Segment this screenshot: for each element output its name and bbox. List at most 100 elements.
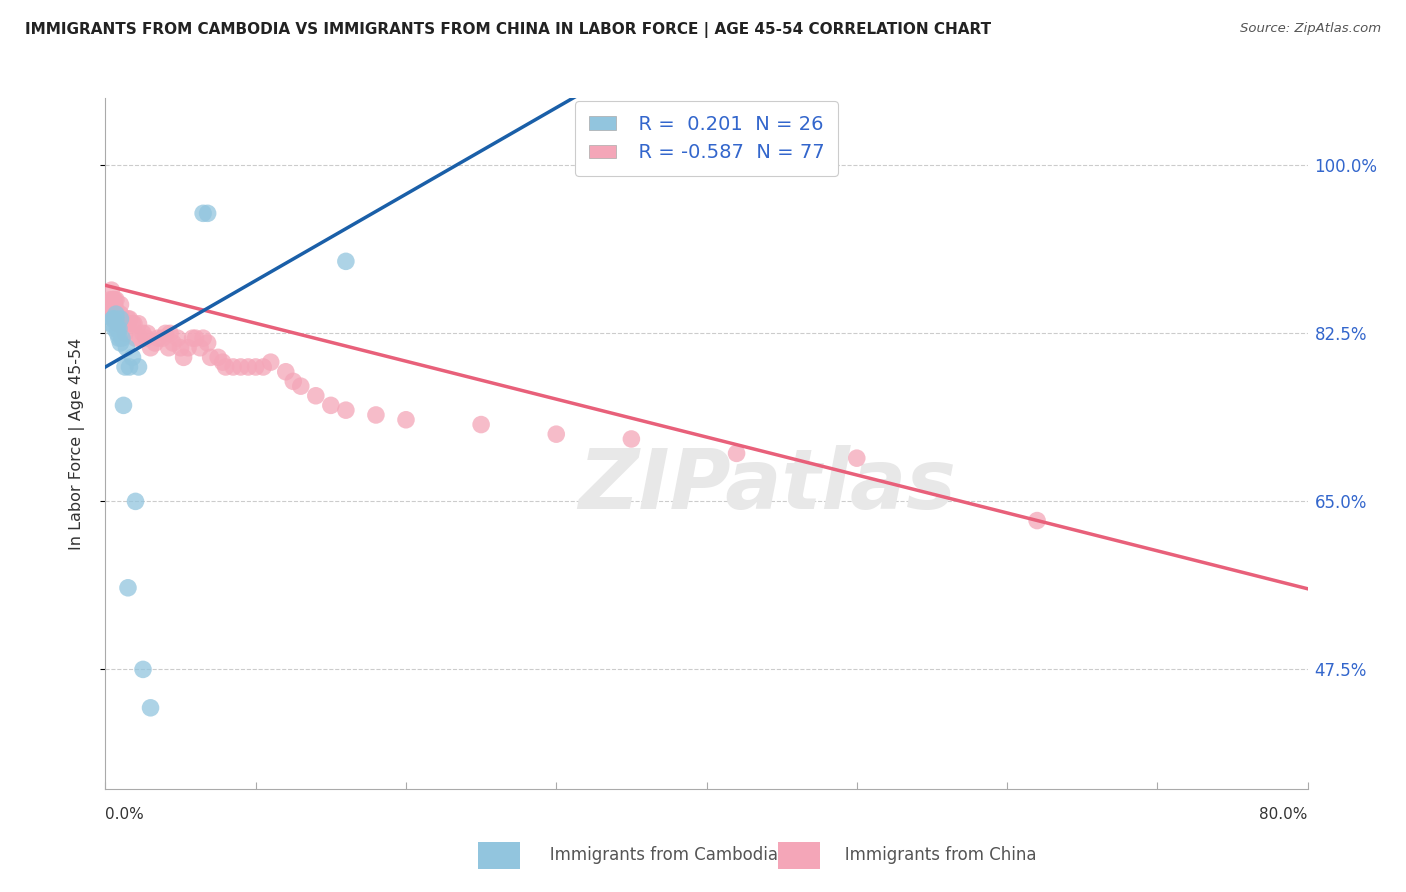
Point	[101, 293, 124, 307]
Point	[169, 341, 191, 355]
Point	[108, 312, 131, 326]
Point	[166, 331, 188, 345]
Point	[104, 307, 127, 321]
Point	[104, 293, 127, 307]
Point	[101, 293, 124, 307]
Point	[107, 312, 129, 326]
Point	[117, 317, 139, 331]
Point	[132, 326, 155, 341]
Point	[200, 351, 222, 365]
Point	[245, 359, 267, 374]
Point	[103, 312, 125, 326]
Point	[260, 355, 283, 369]
Point	[101, 307, 124, 321]
Point	[188, 341, 211, 355]
Point	[143, 335, 166, 350]
Point	[305, 389, 328, 403]
Point	[191, 331, 214, 345]
Point	[117, 312, 139, 326]
Point	[197, 206, 219, 220]
Point	[162, 335, 184, 350]
Point	[103, 297, 125, 311]
Point	[470, 417, 492, 432]
Point	[395, 413, 418, 427]
Point	[184, 331, 207, 345]
Point	[546, 427, 568, 442]
Point	[103, 321, 125, 335]
Point	[108, 321, 131, 335]
Point	[252, 359, 274, 374]
Point	[1026, 514, 1049, 528]
Point	[132, 662, 155, 676]
Point	[101, 302, 124, 317]
Point	[121, 317, 143, 331]
Point	[100, 297, 122, 311]
Text: ZIPatlas: ZIPatlas	[578, 445, 956, 525]
Point	[110, 307, 132, 321]
Point	[100, 317, 122, 331]
Text: Immigrants from Cambodia: Immigrants from Cambodia	[513, 846, 778, 863]
Point	[107, 317, 129, 331]
Y-axis label: In Labor Force | Age 45-54: In Labor Force | Age 45-54	[69, 338, 84, 549]
Text: IMMIGRANTS FROM CAMBODIA VS IMMIGRANTS FROM CHINA IN LABOR FORCE | AGE 45-54 COR: IMMIGRANTS FROM CAMBODIA VS IMMIGRANTS F…	[25, 22, 991, 38]
Point	[124, 494, 146, 508]
Point	[117, 581, 139, 595]
Point	[108, 312, 131, 326]
Point	[124, 331, 146, 345]
Point	[104, 312, 127, 326]
Point	[115, 341, 138, 355]
Text: Immigrants from China: Immigrants from China	[808, 846, 1038, 863]
Point	[114, 317, 136, 331]
Point	[110, 312, 132, 326]
Point	[121, 351, 143, 365]
Point	[110, 312, 132, 326]
Point	[112, 317, 135, 331]
Point	[229, 359, 252, 374]
Point	[335, 403, 357, 417]
Point	[159, 326, 181, 341]
Point	[104, 312, 127, 326]
Point	[101, 312, 124, 326]
Point	[112, 398, 135, 412]
Point	[335, 254, 357, 268]
Point	[364, 408, 387, 422]
Point	[118, 359, 141, 374]
Text: Source: ZipAtlas.com: Source: ZipAtlas.com	[1240, 22, 1381, 36]
Point	[274, 365, 297, 379]
Point	[146, 331, 169, 345]
Point	[139, 701, 162, 715]
Point	[118, 312, 141, 326]
Point	[191, 206, 214, 220]
Point	[104, 302, 127, 317]
Point	[620, 432, 643, 446]
Point	[111, 331, 134, 345]
Point	[214, 359, 236, 374]
Point	[139, 341, 162, 355]
Point	[110, 335, 132, 350]
Point	[129, 331, 152, 345]
Point	[128, 359, 150, 374]
Point	[207, 351, 229, 365]
Point	[103, 307, 125, 321]
Point	[283, 375, 305, 389]
Legend:   R =  0.201  N = 26,   R = -0.587  N = 77: R = 0.201 N = 26, R = -0.587 N = 77	[575, 101, 838, 176]
Point	[319, 398, 342, 412]
Point	[100, 283, 122, 297]
Point	[107, 321, 129, 335]
Point	[725, 446, 748, 460]
Point	[238, 359, 260, 374]
Point	[104, 312, 127, 326]
Point	[177, 341, 200, 355]
Point	[136, 326, 159, 341]
Point	[157, 341, 180, 355]
Point	[103, 293, 125, 307]
Point	[155, 326, 177, 341]
Point	[197, 335, 219, 350]
Point	[173, 351, 195, 365]
Point	[211, 355, 233, 369]
Point	[110, 297, 132, 311]
Point	[114, 326, 136, 341]
Point	[107, 326, 129, 341]
Point	[181, 331, 204, 345]
Point	[128, 317, 150, 331]
